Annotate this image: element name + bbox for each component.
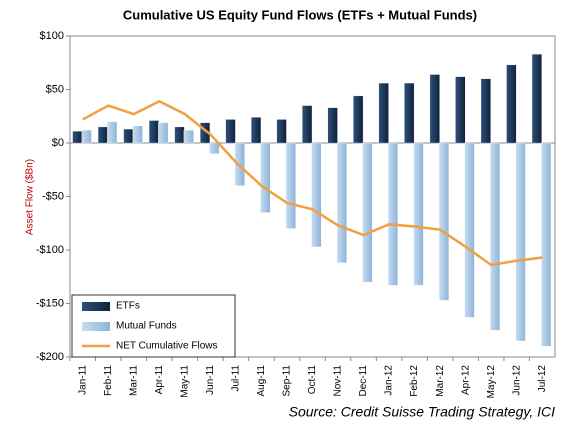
y-tick-label: $50 [46, 83, 64, 95]
chart-title: Cumulative US Equity Fund Flows (ETFs + … [123, 7, 477, 22]
x-tick-label: Apr-11 [154, 365, 165, 395]
line [82, 99, 543, 267]
x-tick-label: Sep-11 [282, 365, 293, 397]
y-axis-label: Asset Flow ($Bn) [25, 159, 36, 235]
bar [531, 54, 542, 144]
y-tick-label: $100 [40, 30, 64, 42]
bar [506, 64, 517, 144]
bar [541, 142, 552, 347]
legend-swatch [82, 302, 110, 311]
x-tick-label: Mar-11 [128, 365, 139, 396]
bar [387, 142, 398, 286]
bar [225, 119, 236, 144]
x-tick-label: Jan-12 [384, 365, 395, 396]
bar [97, 126, 108, 144]
x-tick-label: Mar-12 [435, 365, 446, 397]
bar [429, 74, 440, 144]
x-tick-label: Apr-12 [460, 365, 471, 395]
bar [123, 128, 134, 144]
bar [455, 76, 466, 144]
bar [72, 131, 83, 144]
bar [107, 121, 118, 144]
x-tick-label: Jul-12 [537, 365, 548, 393]
bar [413, 142, 424, 286]
bar [302, 105, 313, 144]
y-tick-label: -$50 [42, 190, 64, 202]
bar [515, 142, 526, 342]
x-tick-label: Aug-11 [256, 365, 267, 397]
x-tick-label: Jul-11 [231, 365, 242, 392]
x-tick-label: Oct-11 [307, 365, 318, 395]
y-tick-label: $0 [52, 137, 64, 149]
bar [327, 107, 338, 144]
bar [251, 117, 262, 144]
bar [260, 142, 271, 213]
bar [158, 122, 169, 144]
bar [148, 120, 159, 144]
legend-label: ETFs [116, 301, 140, 312]
bar [81, 130, 92, 144]
y-tick-label: -$200 [36, 351, 64, 363]
y-tick-label: -$100 [36, 244, 64, 256]
x-tick-label: Jun-12 [511, 365, 522, 396]
bar [209, 142, 220, 154]
bar [404, 82, 415, 144]
bar [174, 126, 185, 144]
bar [490, 142, 501, 331]
bar [336, 142, 347, 263]
x-tick-label: Jun-11 [205, 365, 216, 395]
bar [362, 142, 373, 283]
source-note: Source: Credit Suisse Trading Strategy, … [289, 404, 555, 420]
legend-label: NET Cumulative Flows [116, 341, 218, 352]
bar [438, 142, 449, 301]
legend-label: Mutual Funds [116, 321, 177, 332]
x-tick-label: Feb-12 [409, 365, 420, 397]
x-tick-label: May-11 [180, 365, 191, 398]
x-tick-label: Jan-11 [77, 365, 88, 395]
bar [480, 78, 491, 144]
bar [276, 119, 287, 144]
x-tick-label: Nov-11 [333, 365, 344, 397]
x-tick-label: Dec-11 [358, 365, 369, 397]
bar [132, 125, 143, 144]
x-tick-label: Feb-11 [103, 365, 114, 396]
y-tick-label: -$150 [36, 297, 64, 309]
bar [464, 142, 475, 318]
x-tick-label: May-12 [486, 365, 497, 399]
bar [353, 95, 364, 144]
bar [183, 130, 194, 144]
bar [285, 142, 296, 229]
legend-swatch [82, 322, 110, 331]
bar [378, 82, 389, 144]
bar [311, 142, 322, 247]
